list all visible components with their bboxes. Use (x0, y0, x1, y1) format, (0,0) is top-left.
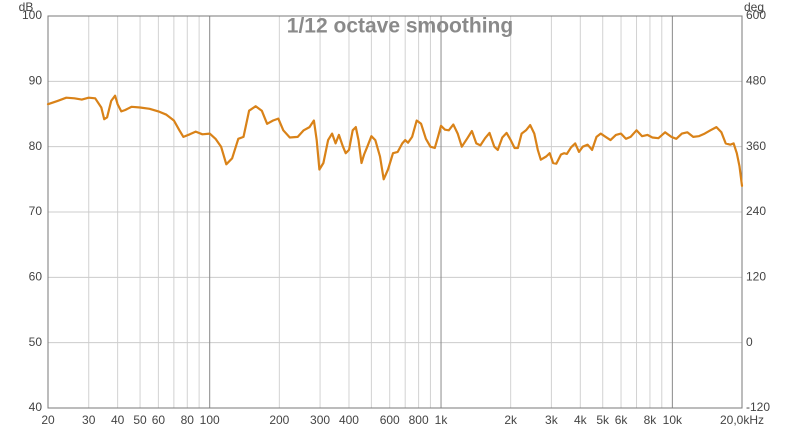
x-tick-label-200: 200 (269, 413, 289, 427)
y-tick-label-90: 90 (29, 74, 43, 88)
x-tick-label-50: 50 (133, 413, 147, 427)
x-tick-label-5000: 5k (596, 413, 610, 427)
y2-tick-label-120: 120 (746, 270, 766, 284)
right-y-axis-ticks: -120 0 120 240 360 480 600 (746, 8, 770, 414)
x-tick-label-600: 600 (380, 413, 400, 427)
y-tick-label-70: 70 (29, 204, 43, 218)
x-tick-label-20: 20 (41, 413, 55, 427)
x-tick-label-1000: 1k (435, 413, 449, 427)
y-tick-label-100: 100 (22, 8, 42, 22)
x-tick-label-10000: 10k (663, 413, 683, 427)
x-tick-label-60: 60 (152, 413, 166, 427)
y2-tick-label-360: 360 (746, 139, 766, 153)
x-tick-label-30: 30 (82, 413, 96, 427)
major-grid-lines (209, 16, 673, 408)
x-tick-label-4000: 4k (574, 413, 588, 427)
x-tick-label-2000: 2k (504, 413, 518, 427)
y-tick-label-40: 40 (29, 400, 43, 414)
x-tick-label-100: 100 (200, 413, 220, 427)
x-tick-label-8000: 8k (644, 413, 658, 427)
x-tick-label-80: 80 (181, 413, 195, 427)
y2-tick-label-240: 240 (746, 204, 766, 218)
x-axis-ticks: 20 30 40 50 60 80 100 200 300 400 600 800 1k 2k 3k 4k 5k… (41, 413, 764, 427)
y-tick-label-80: 80 (29, 139, 43, 153)
x-tick-label-6000: 6k (615, 413, 629, 427)
left-axis-unit: dB (19, 0, 34, 14)
right-axis-unit: deg (744, 0, 764, 14)
y2-tick-label-0: 0 (746, 335, 753, 349)
y2-tick-label--120: -120 (746, 400, 770, 414)
plot-area-frame (47, 15, 743, 409)
chart-title: 1/12 octave smoothing (287, 15, 513, 38)
series-layer (46, 94, 744, 187)
x-tick-label-800: 800 (409, 413, 429, 427)
y2-tick-label-480: 480 (746, 74, 766, 88)
x-tick-label-40: 40 (111, 413, 125, 427)
y-tick-label-60: 60 (29, 270, 43, 284)
y-tick-label-50: 50 (29, 335, 43, 349)
x-tick-label-3000: 3k (545, 413, 559, 427)
x-tick-label-300: 300 (310, 413, 330, 427)
x-tick-label-400: 400 (339, 413, 359, 427)
horizontal-grid-lines (48, 80, 742, 344)
x-tick-label-20000: 20,0kHz (720, 413, 764, 427)
left-y-axis-ticks: 40 50 60 70 80 90 100 (22, 8, 42, 414)
series-line-0 (46, 94, 744, 187)
y2-tick-label-600: 600 (746, 8, 766, 22)
